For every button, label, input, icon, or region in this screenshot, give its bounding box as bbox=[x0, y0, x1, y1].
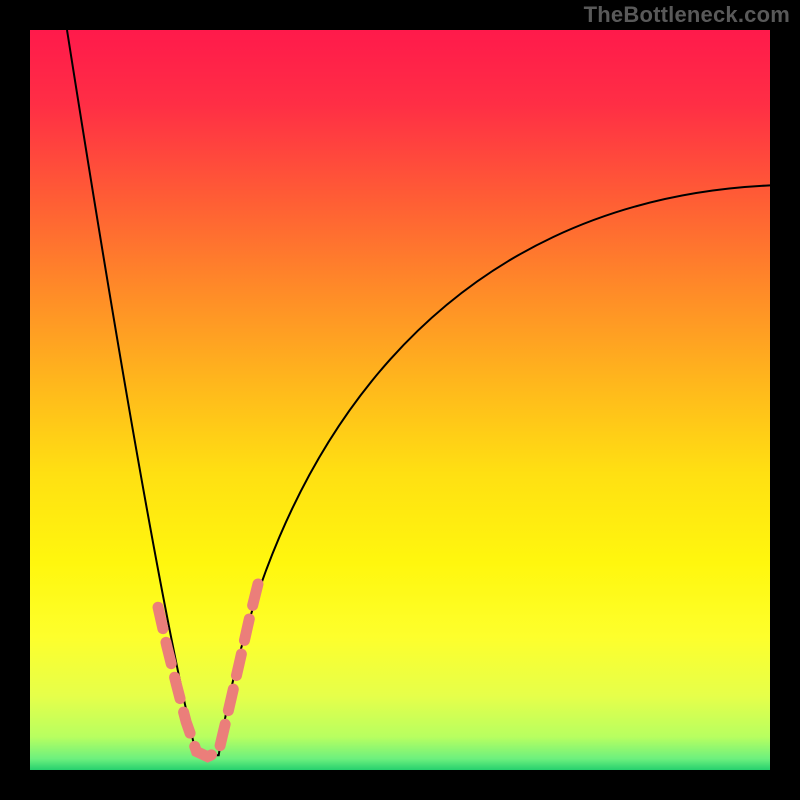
watermark-text: TheBottleneck.com bbox=[584, 2, 790, 28]
chart-svg bbox=[0, 0, 800, 800]
stage: TheBottleneck.com bbox=[0, 0, 800, 800]
plot-background bbox=[30, 30, 770, 770]
